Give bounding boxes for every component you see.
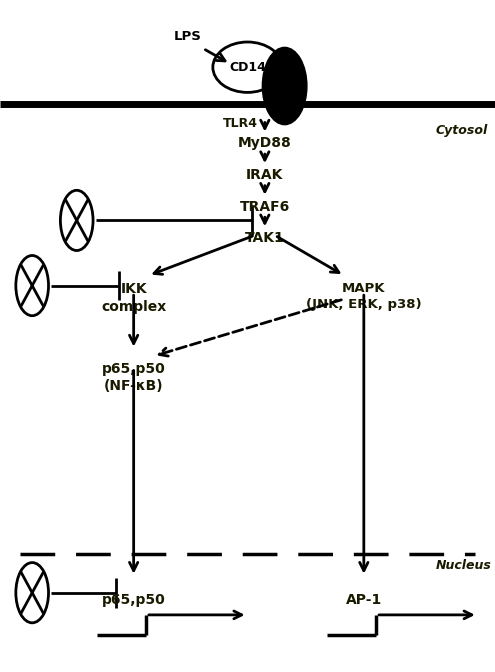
Text: IKK
complex: IKK complex — [101, 282, 166, 314]
Text: IRAK: IRAK — [246, 168, 284, 182]
Text: Nucleus: Nucleus — [436, 559, 492, 572]
Text: MAPK
(JNK, ERK, p38): MAPK (JNK, ERK, p38) — [306, 282, 422, 311]
Text: TAK1: TAK1 — [245, 231, 285, 245]
Text: LPS: LPS — [174, 30, 202, 44]
Ellipse shape — [262, 47, 307, 125]
Text: MyD88: MyD88 — [238, 136, 292, 151]
Text: TLR4: TLR4 — [223, 117, 257, 130]
Text: p65,p50
(NF-κB): p65,p50 (NF-κB) — [102, 362, 165, 393]
Text: Cytosol: Cytosol — [436, 124, 488, 137]
Text: p65,p50: p65,p50 — [102, 593, 165, 607]
Ellipse shape — [213, 42, 282, 93]
Text: AP-1: AP-1 — [346, 593, 382, 607]
Text: TRAF6: TRAF6 — [240, 200, 290, 214]
Text: CD14: CD14 — [229, 60, 266, 74]
